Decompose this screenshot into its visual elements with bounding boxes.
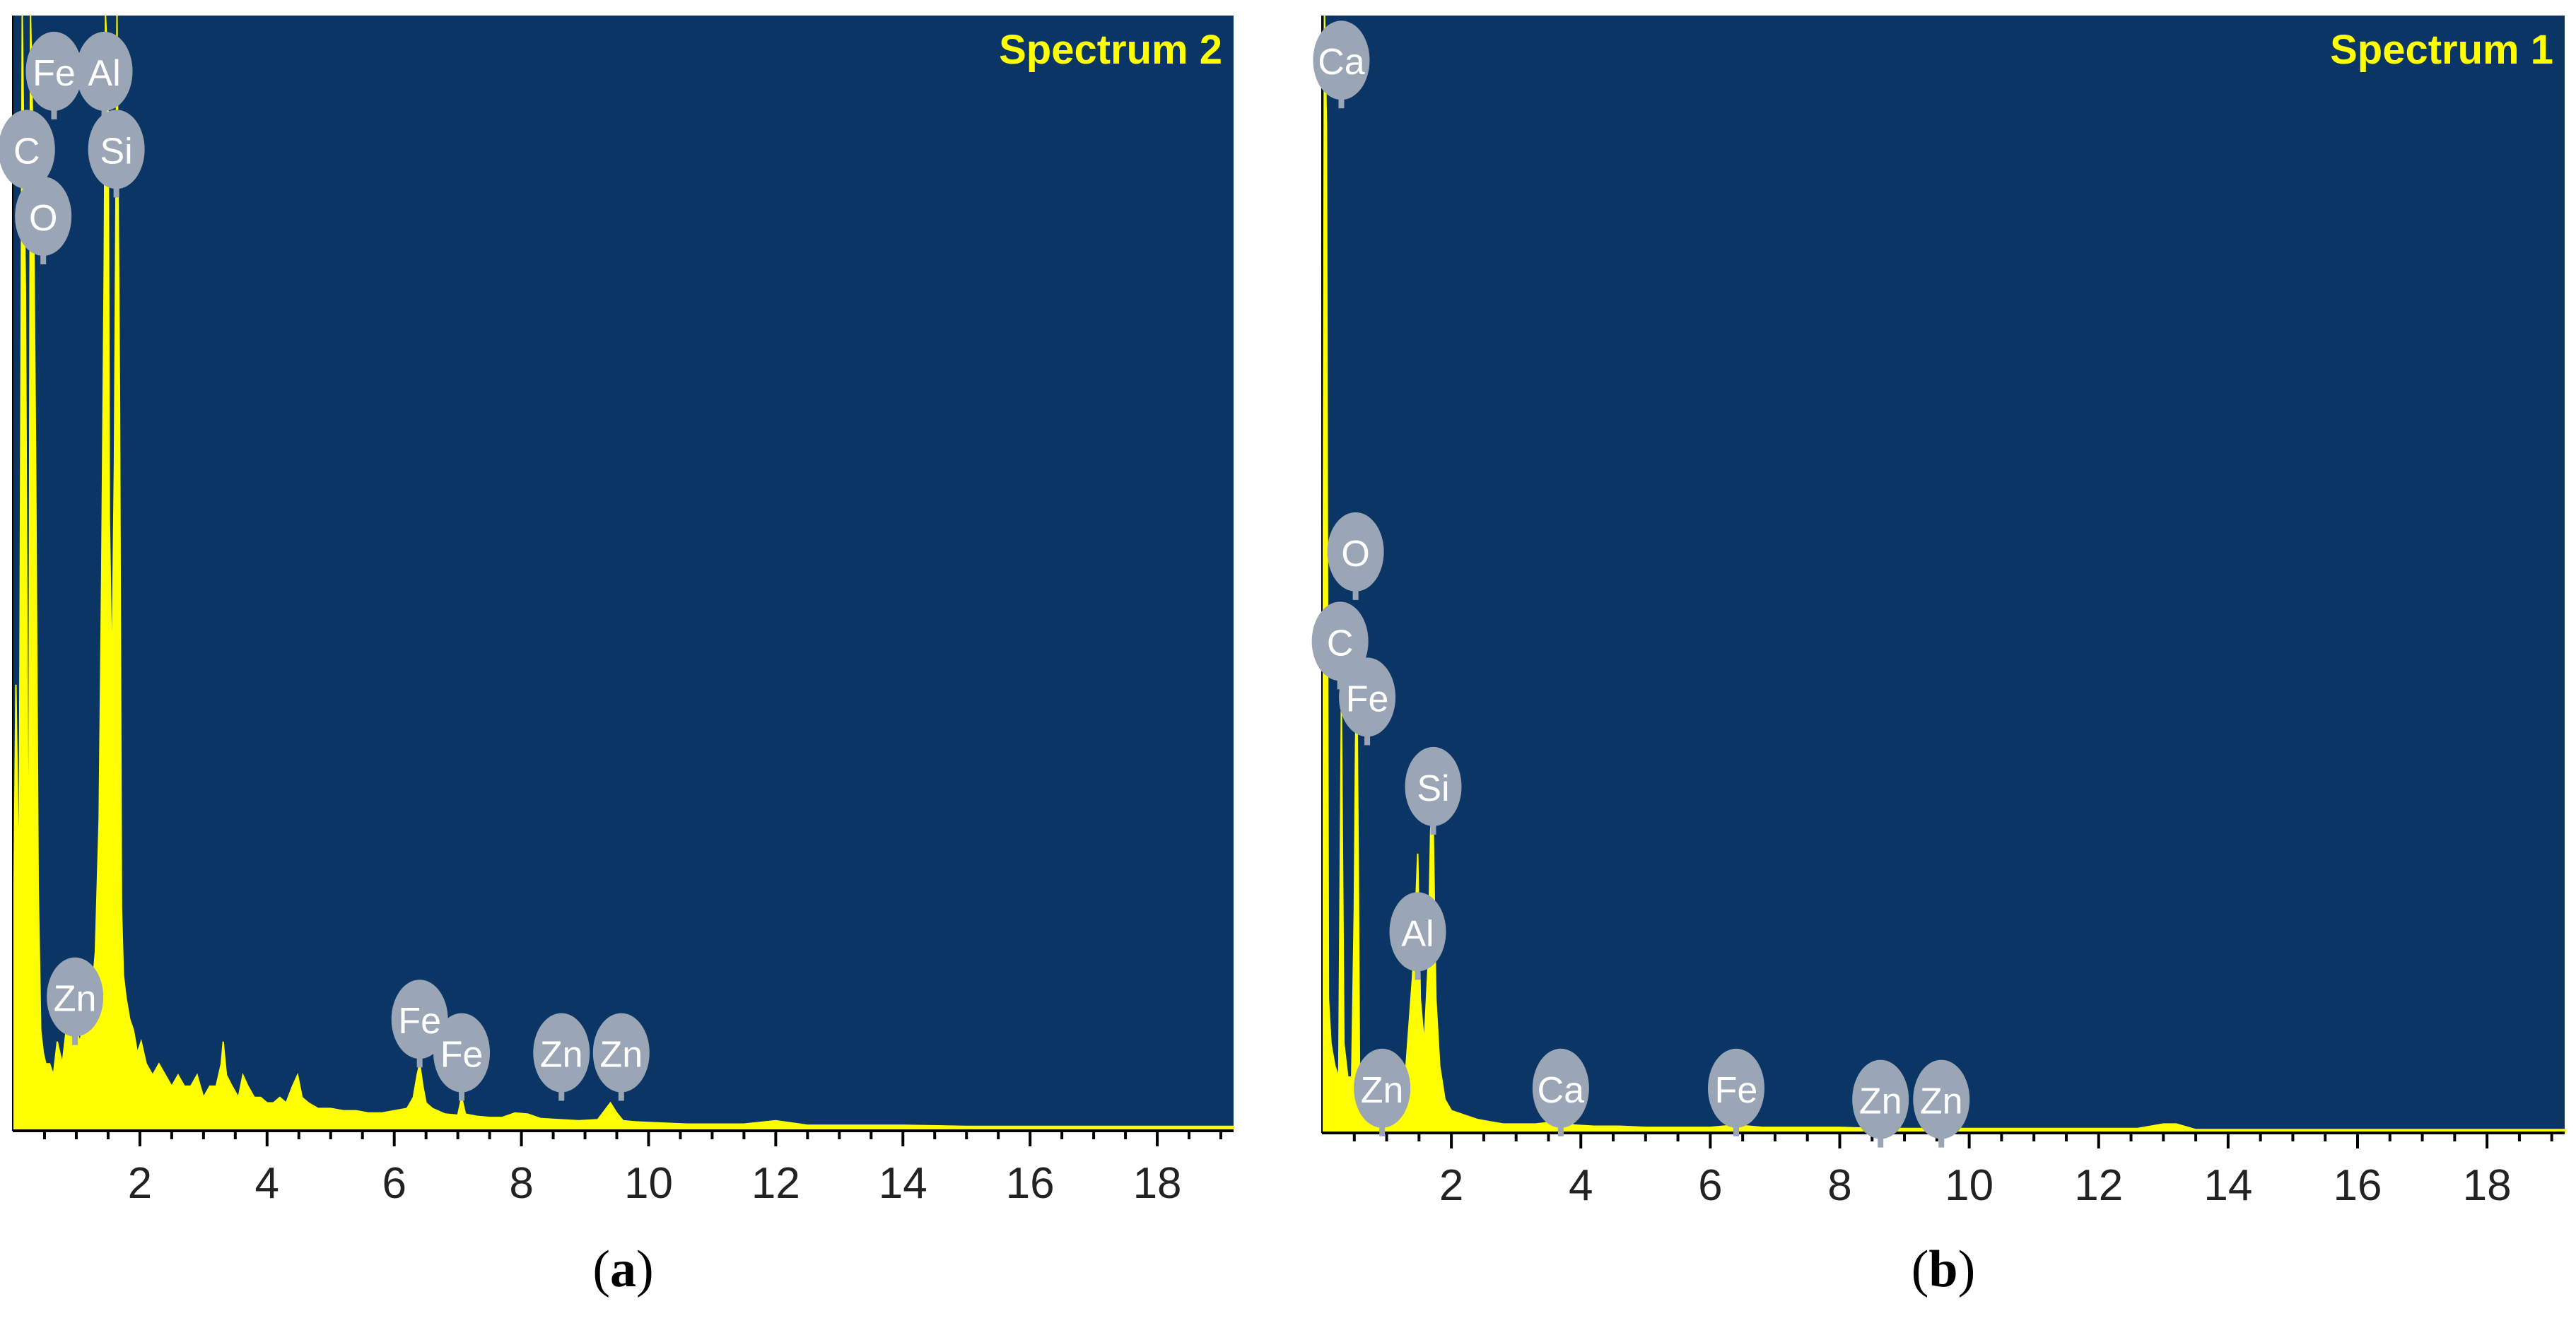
peak-label-fe: Fe	[391, 980, 448, 1068]
peak-label-text: Zn	[599, 1035, 643, 1076]
panel-caption: (a)	[592, 1240, 653, 1298]
peak-label-badge	[76, 31, 133, 111]
peak-label-badge	[1389, 892, 1446, 972]
x-tick-label: 6	[1698, 1161, 1722, 1210]
peak-label-badge	[433, 1013, 491, 1093]
peak-label-badge	[1532, 1048, 1589, 1128]
peak-label-ca: Ca	[1532, 1048, 1589, 1136]
peak-label-c: C	[0, 110, 55, 198]
peak-label-badge	[533, 1013, 590, 1093]
peak-label-text: Ca	[1538, 1070, 1585, 1111]
peak-label-fe: Fe	[1708, 1048, 1764, 1136]
x-tick-label: 10	[624, 1159, 673, 1208]
x-tick-label: 14	[2203, 1161, 2252, 1210]
peak-label-badge	[1852, 1059, 1909, 1139]
peak-label-zn: Zn	[1354, 1048, 1411, 1136]
peak-label-text: Al	[88, 53, 120, 94]
x-tick-label: 8	[509, 1159, 533, 1208]
peak-label-text: Zn	[1920, 1081, 1963, 1122]
spectrum-series-0	[1321, 15, 2565, 1134]
peak-label-al: Al	[1389, 892, 1446, 980]
peak-label-badge	[1913, 1059, 1970, 1139]
x-tick-label: 2	[128, 1159, 152, 1208]
peak-label-text: C	[13, 131, 40, 172]
peak-label-al: Al	[76, 31, 133, 119]
peak-label-si: Si	[88, 110, 145, 198]
x-tick-label: 8	[1827, 1161, 1851, 1210]
peak-label-o: O	[15, 177, 72, 265]
peak-label-zn: Zn	[533, 1013, 590, 1101]
peak-label-badge	[592, 1013, 650, 1093]
peak-label-text: Al	[1401, 913, 1434, 954]
peak-label-text: Si	[1417, 768, 1449, 809]
peak-label-ca: Ca	[1313, 20, 1370, 109]
x-tick-label: 10	[1945, 1161, 1994, 1210]
peak-label-zn: Zn	[47, 957, 104, 1045]
peak-label-text: C	[1327, 623, 1354, 664]
peak-label-text: Zn	[54, 979, 97, 1020]
peak-label-text: Zn	[540, 1035, 583, 1076]
plot-background	[13, 16, 1234, 1131]
peak-label-zn: Zn	[1913, 1059, 1970, 1148]
peak-label-badge	[1311, 601, 1369, 681]
peak-label-text: Fe	[1715, 1070, 1758, 1111]
peak-label-badge	[1339, 657, 1396, 737]
panel-caption: (b)	[1911, 1240, 1975, 1298]
x-tick-label: 18	[2463, 1161, 2512, 1210]
peak-label-fe: Fe	[433, 1013, 491, 1101]
peak-label-text: Fe	[440, 1035, 484, 1076]
peak-label-badge	[25, 31, 83, 111]
peak-label-badge	[1354, 1048, 1411, 1128]
peak-label-text: Si	[100, 131, 132, 172]
peak-label-text: Zn	[1859, 1081, 1902, 1122]
plot-background	[1322, 16, 2565, 1133]
peak-label-fe: Fe	[25, 31, 83, 119]
peak-label-text: O	[29, 198, 57, 239]
peak-label-si: Si	[1405, 746, 1462, 835]
peak-label-badge	[391, 980, 448, 1059]
x-tick-label: 16	[2334, 1161, 2382, 1210]
x-tick-label: 4	[1569, 1161, 1593, 1210]
x-tick-label: 18	[1133, 1159, 1182, 1208]
peak-label-text: Fe	[33, 53, 76, 94]
peak-label-badge	[88, 110, 145, 189]
x-tick-label: 4	[255, 1159, 279, 1208]
peak-label-text: Ca	[1318, 42, 1365, 83]
spectrum-panel-b: 2 4 6 8 10 12 14 16 18 Spectrum 1 Ca O C Fe Si Al Zn Ca Fe…	[1311, 15, 2565, 1298]
peak-label-c: C	[1311, 601, 1369, 690]
spectrum-title: Spectrum 1	[2330, 27, 2553, 73]
x-tick-label: 2	[1439, 1161, 1463, 1210]
peak-label-badge	[15, 177, 72, 257]
x-tick-label: 16	[1006, 1159, 1055, 1208]
x-tick-label: 14	[879, 1159, 927, 1208]
peak-label-text: Fe	[398, 1001, 441, 1042]
peak-label-badge	[1327, 512, 1384, 592]
peak-label-badge	[0, 110, 55, 189]
peak-label-badge	[47, 957, 104, 1037]
spectrum-title: Spectrum 2	[999, 27, 1222, 73]
peak-label-o: O	[1327, 512, 1384, 600]
peak-label-text: Fe	[1346, 678, 1389, 719]
peak-label-zn: Zn	[1852, 1059, 1909, 1148]
x-tick-label: 12	[751, 1159, 800, 1208]
peak-label-zn: Zn	[592, 1013, 650, 1101]
peak-label-badge	[1708, 1048, 1764, 1128]
x-tick-label: 12	[2074, 1161, 2123, 1210]
peak-label-badge	[1313, 20, 1370, 100]
peak-label-text: O	[1341, 534, 1369, 575]
x-tick-label: 6	[382, 1159, 406, 1208]
peak-label-badge	[1405, 746, 1462, 826]
peak-label-text: Zn	[1361, 1070, 1404, 1111]
peak-label-fe: Fe	[1339, 657, 1396, 746]
